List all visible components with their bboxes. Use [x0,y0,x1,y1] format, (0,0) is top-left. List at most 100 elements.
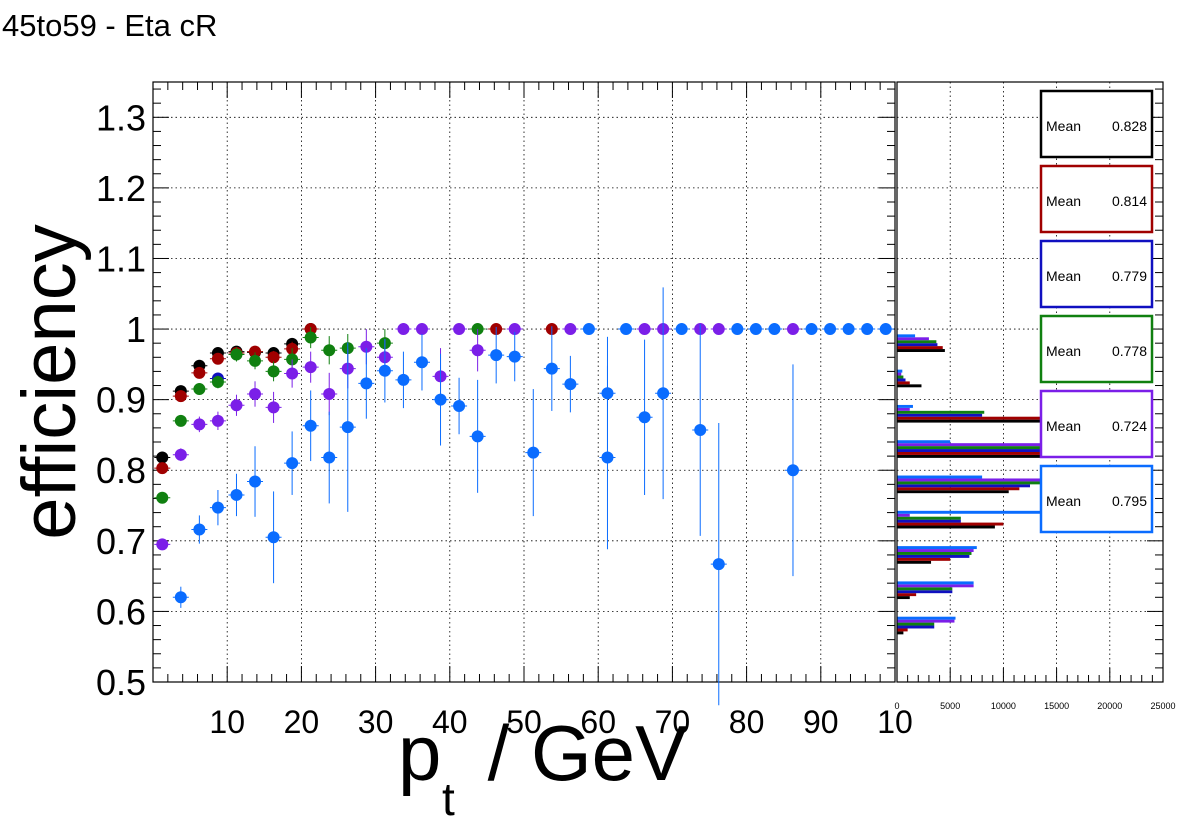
data-point [601,451,614,464]
data-point [638,323,651,336]
stat-label: Mean [1046,118,1081,134]
data-point [249,388,262,400]
data-point [694,424,707,436]
stat-mean-value: 0.828 [1112,118,1147,134]
y-tick-label: 1.3 [96,97,146,138]
data-point [490,349,503,362]
data-point [360,377,373,390]
data-point [249,354,262,367]
stat-mean-value: 0.814 [1112,193,1147,209]
data-point [323,388,336,400]
data-point [453,400,466,412]
data-point [156,462,169,475]
histogram-bar [897,581,974,585]
histogram-bar [897,475,983,479]
side-x-tick-label: 25000 [1150,701,1175,711]
histogram-bar [897,413,983,417]
stat-mean-value: 0.778 [1112,343,1147,359]
histogram-bar [897,384,922,388]
histogram-bar [897,446,1046,450]
data-point [508,323,521,336]
histogram-bar [897,584,974,588]
histogram-bar [897,590,953,594]
histogram-bar [897,625,935,629]
histogram-bar [897,369,903,373]
data-point [805,323,818,336]
data-point [323,344,336,357]
histogram-bar [897,346,943,350]
data-point [397,373,410,386]
data-point [267,401,280,414]
data-point [842,323,855,336]
histogram-bar [897,487,1020,491]
stat-box: Mean 0.814 [1039,164,1154,234]
side-histogram [897,334,1142,635]
x-tick-label: 70 [655,704,691,740]
data-point [156,491,169,504]
histogram-bar [897,560,932,564]
y-tick-label: 1.2 [96,168,146,209]
data-point [824,323,837,336]
y-tick-label: 0.8 [96,450,146,491]
stat-label: Mean [1046,193,1081,209]
stat-box: Mean 0.828 [1039,89,1154,159]
histogram-bar [897,628,908,632]
y-tick-label: 1.1 [96,238,146,279]
data-point [582,323,595,336]
data-point [156,538,169,551]
stat-box: Mean 0.778 [1039,314,1154,384]
x-tick-label: 50 [506,704,542,740]
stat-box-frame [1039,89,1154,159]
histogram-bar [897,616,956,620]
histogram-bar [897,349,945,352]
data-point [193,523,206,536]
side-x-tick-label: 0 [894,701,899,711]
data-point [249,345,262,358]
data-point [230,348,243,361]
histogram-bar [897,443,1044,447]
tick-labels: 10 20 30 40 50 60 70 80 90 10 0.5 0.6 0.7 0.8 0.9 1 1.1 1… [96,97,1176,740]
side-frame [896,81,1164,683]
data-point [193,366,206,379]
histogram-bar [897,343,938,347]
x-axis-label-rest: / GeV [466,709,687,797]
data-point [397,323,410,336]
histogram-bar [897,484,1030,488]
data-point [453,323,466,336]
side-plot-frame [896,81,1164,683]
data-point [286,367,299,380]
histogram-bar [897,546,977,550]
histogram-bar [897,593,917,597]
histogram-bar [897,449,1073,452]
histogram-bar [897,631,904,635]
stat-box: Mean 0.724 [1039,389,1154,459]
x-tick-label: 60 [580,704,616,740]
stat-label: Mean [1046,418,1081,434]
data-point [211,376,224,388]
data-point [267,365,280,378]
side-x-tick-label: 20000 [1097,701,1122,711]
data-point [304,331,317,344]
y-tick-label: 0.6 [96,591,146,632]
page-title: 45to59 - Eta cR [2,8,218,43]
y-tick-label: 0.7 [96,521,146,562]
histogram-bar [897,340,937,344]
data-point [286,457,299,470]
x-tick-label: 40 [432,704,468,740]
x-tick-label: 10 [877,704,913,740]
data-point [564,323,577,336]
stat-label: Mean [1046,268,1081,284]
stat-box: Mean 0.779 [1039,239,1154,309]
histogram-bar [897,552,972,555]
histogram-bar [897,452,1110,455]
data-point [471,344,484,357]
data-point [657,387,670,400]
data-point [861,323,874,336]
data-point [211,501,224,514]
histogram-bar [897,525,995,529]
x-axis-label-sub: t [442,773,455,822]
histogram-bar [897,378,906,382]
data-point [174,591,187,604]
data-point [249,475,262,488]
